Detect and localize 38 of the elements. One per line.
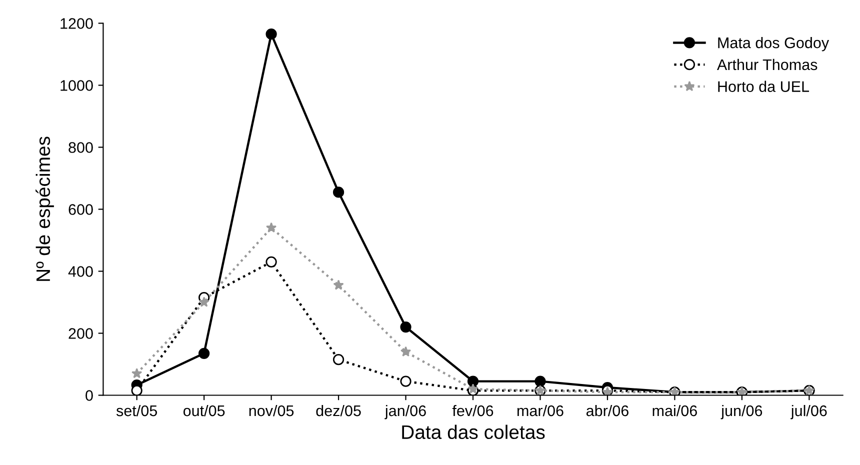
point <box>400 376 412 387</box>
y-tick-label: 0 <box>86 390 93 401</box>
y-tick-label: 600 <box>68 204 93 215</box>
x-tick-label: mai/06 <box>652 404 697 416</box>
y-tick-label: 400 <box>68 266 93 277</box>
x-tick-label: jul/06 <box>790 404 827 420</box>
y-tick-label: 1200 <box>60 18 93 29</box>
x-tick-label: out/05 <box>183 404 225 416</box>
y-tick-label: 1000 <box>60 80 93 91</box>
point <box>266 222 277 232</box>
point <box>266 28 277 40</box>
legend-label: Mata dos Godoy <box>718 37 830 52</box>
point <box>132 368 142 378</box>
x-tick-label: abr/06 <box>586 404 628 416</box>
x-tick-label: mar/06 <box>517 404 564 416</box>
point <box>198 348 210 359</box>
y-axis-title: Nº de espécimes <box>36 136 54 281</box>
x-axis-title: Data das coletas <box>402 424 545 440</box>
x-tick-label: jan/06 <box>384 404 426 420</box>
point <box>467 376 479 387</box>
y-tick-label: 200 <box>68 328 93 339</box>
point <box>332 354 344 366</box>
x-tick-label: dez/05 <box>316 404 361 416</box>
point <box>400 346 412 356</box>
x-tick-label: nov/05 <box>249 404 294 416</box>
point <box>333 280 344 290</box>
point <box>534 376 546 387</box>
point <box>131 385 142 396</box>
x-tick-label: set/05 <box>116 404 157 416</box>
x-tick-label: jun/06 <box>720 404 762 420</box>
legend-label: Horto da UEL <box>718 80 810 92</box>
y-tick-label: 800 <box>68 142 93 153</box>
x-tick-label: fev/06 <box>452 404 494 416</box>
point <box>332 186 344 198</box>
legend-label: Arthur Thomas <box>716 58 818 70</box>
point <box>266 256 277 268</box>
point <box>198 296 210 307</box>
point <box>400 321 412 333</box>
